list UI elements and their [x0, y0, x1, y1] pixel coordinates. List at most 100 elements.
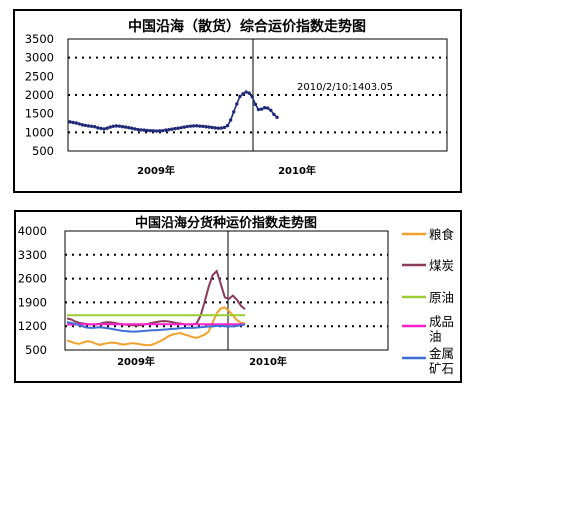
- data-point: [232, 110, 236, 114]
- data-point: [173, 126, 177, 131]
- series-line-1: [66, 306, 246, 347]
- data-point: [198, 124, 202, 128]
- data-point: [127, 125, 131, 130]
- data-point: [207, 125, 211, 129]
- data-point: [179, 125, 183, 130]
- x-tick-label: 2009年: [117, 355, 155, 368]
- data-point: [86, 124, 91, 128]
- data-point: [225, 123, 230, 128]
- data-point: [188, 124, 193, 128]
- data-point: [256, 107, 261, 112]
- y-tick-label: 1900: [18, 295, 47, 309]
- y-tick-label: 1200: [18, 319, 47, 333]
- data-point: [96, 126, 100, 130]
- annotation-label: 2010/2/10:1403.05: [297, 82, 393, 93]
- data-point: [139, 128, 143, 132]
- data-point: [228, 118, 233, 122]
- x-tick-label: 2010年: [278, 164, 316, 177]
- data-point: [108, 125, 112, 129]
- data-point: [154, 129, 159, 133]
- data-point: [111, 124, 115, 129]
- data-point: [160, 128, 165, 133]
- data-point: [266, 106, 270, 110]
- y-tick-label: 3500: [25, 32, 54, 46]
- data-point: [219, 126, 224, 130]
- data-point: [83, 123, 88, 128]
- data-point: [102, 127, 106, 131]
- data-point: [216, 126, 220, 130]
- y-tick-label: 2600: [18, 272, 47, 286]
- data-point: [105, 126, 109, 130]
- data-point: [157, 129, 162, 133]
- data-point: [136, 127, 140, 132]
- data-point: [244, 90, 248, 94]
- y-tick-label: 2500: [25, 69, 54, 83]
- data-point: [210, 125, 214, 130]
- plot-area: [64, 230, 389, 351]
- data-point: [77, 122, 81, 126]
- data-point: [269, 108, 273, 113]
- data-point: [68, 120, 72, 124]
- y-tick-label: 1500: [25, 107, 54, 121]
- data-point: [213, 126, 217, 130]
- series-line-composite-index: [69, 91, 278, 132]
- x-tick-label: 2010年: [249, 355, 287, 368]
- legend-label: 原油: [429, 290, 454, 305]
- chart-title: 中国沿海分货种运价指数走势图: [135, 215, 317, 231]
- legend-label: 金属矿石: [429, 346, 454, 376]
- cargo-type-index-chart-panel: 中国沿海分货种运价指数走势图 4000 3300 2600 1900 1200 500 200…: [14, 210, 462, 383]
- data-point: [253, 102, 258, 107]
- data-point: [182, 125, 187, 129]
- data-point: [120, 125, 125, 129]
- data-point: [142, 128, 146, 132]
- data-point: [167, 128, 171, 132]
- data-point: [194, 124, 199, 128]
- legend-label: 成品油: [429, 314, 454, 344]
- y-tick-label: 3300: [18, 248, 47, 262]
- composite-index-chart: 中国沿海（散货）综合运价指数走势图 3500 3000 2500 2000 1500 100…: [25, 18, 448, 177]
- data-point: [117, 124, 122, 128]
- data-point: [176, 126, 180, 130]
- y-tick-label: 3000: [25, 51, 54, 65]
- data-point: [241, 92, 245, 96]
- composite-index-chart-panel: 中国沿海（散货）综合运价指数走势图 3500 3000 2500 2000 1500 100…: [13, 9, 462, 193]
- data-point: [164, 128, 168, 132]
- data-point: [250, 95, 254, 99]
- data-point: [247, 91, 251, 95]
- legend-label: 煤炭: [429, 258, 454, 273]
- data-point: [235, 102, 239, 106]
- data-point: [275, 115, 279, 119]
- legend-label: 粮食: [429, 227, 455, 242]
- data-point: [145, 128, 149, 133]
- data-point: [204, 125, 208, 129]
- y-tick-label: 500: [32, 144, 54, 158]
- y-tick-label: 1000: [25, 125, 54, 139]
- data-point: [148, 128, 153, 133]
- data-point: [259, 107, 264, 111]
- data-point: [80, 123, 85, 127]
- cargo-type-index-chart: 中国沿海分货种运价指数走势图 4000 3300 2600 1900 1200 500 200…: [18, 215, 455, 376]
- data-point: [123, 125, 128, 129]
- data-point: [185, 124, 190, 129]
- data-point: [89, 124, 94, 129]
- data-point: [114, 124, 119, 128]
- y-tick-label: 500: [25, 343, 47, 357]
- data-point: [201, 124, 205, 129]
- data-point: [191, 124, 196, 128]
- series-line-5: [66, 321, 246, 333]
- data-point: [222, 125, 227, 130]
- data-point: [272, 112, 276, 117]
- y-tick-label: 4000: [18, 224, 47, 238]
- data-point: [262, 105, 267, 110]
- data-point: [130, 126, 134, 130]
- data-point: [238, 94, 242, 99]
- data-point: [170, 127, 174, 131]
- x-tick-label: 2009年: [137, 164, 175, 177]
- data-point: [99, 126, 103, 131]
- data-point: [74, 121, 78, 125]
- y-tick-label: 2000: [25, 88, 54, 102]
- data-point: [93, 125, 97, 129]
- data-point: [71, 120, 75, 125]
- chart-title: 中国沿海（散货）综合运价指数走势图: [128, 18, 366, 35]
- data-point: [151, 129, 156, 133]
